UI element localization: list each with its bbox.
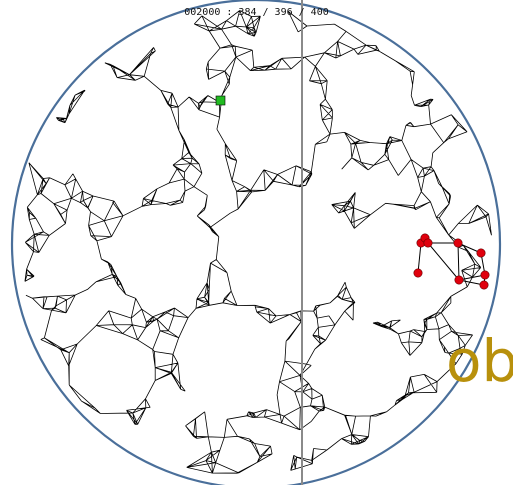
marked-node[interactable] [480, 270, 490, 280]
marked-node[interactable] [453, 238, 463, 248]
marked-node[interactable] [479, 280, 489, 290]
overlay-label: ob [446, 327, 513, 395]
marked-node[interactable] [413, 268, 423, 278]
marked-nodes[interactable] [413, 233, 490, 290]
marked-node[interactable] [423, 238, 433, 248]
marked-node[interactable] [454, 275, 464, 285]
mesh-edges [24, 10, 492, 474]
boundary-circle [10, 0, 502, 485]
start-node-marker[interactable] [215, 95, 226, 106]
marked-node[interactable] [476, 248, 486, 258]
mesh-edge-path [24, 10, 492, 474]
